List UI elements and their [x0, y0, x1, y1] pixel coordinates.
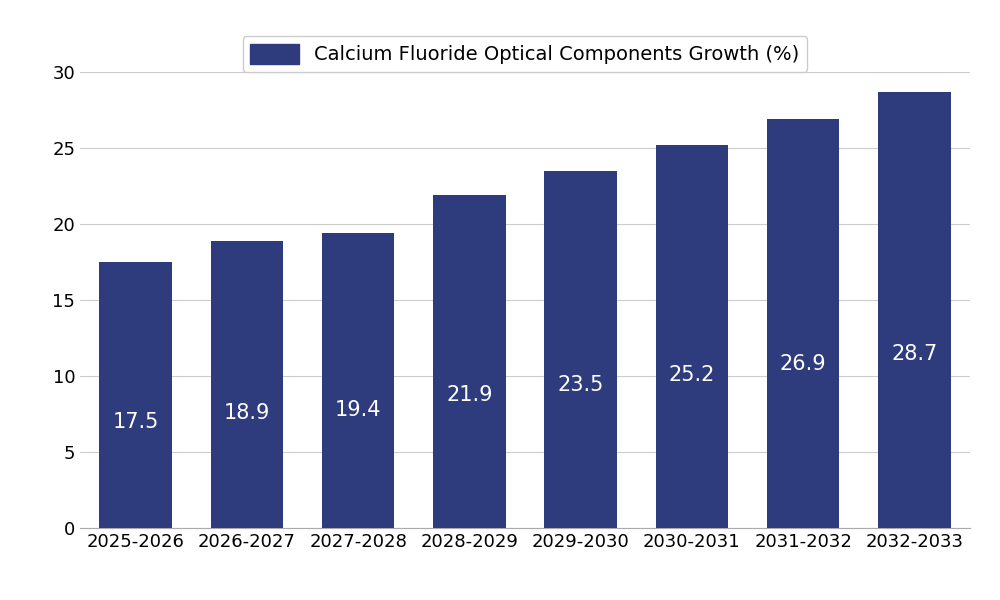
- Bar: [878, 92, 951, 528]
- Legend: Calcium Fluoride Optical Components Growth (%): Calcium Fluoride Optical Components Grow…: [243, 36, 807, 72]
- Text: 26.9: 26.9: [780, 355, 826, 374]
- Text: 19.4: 19.4: [335, 400, 381, 420]
- Text: 28.7: 28.7: [891, 344, 938, 364]
- Bar: [544, 171, 617, 528]
- Bar: [767, 119, 839, 528]
- Bar: [656, 145, 728, 528]
- Text: 23.5: 23.5: [557, 375, 604, 395]
- Text: 25.2: 25.2: [669, 365, 715, 385]
- Text: 18.9: 18.9: [224, 403, 270, 423]
- Bar: [211, 241, 283, 528]
- Bar: [322, 233, 394, 528]
- Bar: [433, 195, 506, 528]
- Text: 21.9: 21.9: [446, 385, 493, 405]
- Text: 17.5: 17.5: [112, 412, 159, 431]
- Bar: [99, 262, 172, 528]
